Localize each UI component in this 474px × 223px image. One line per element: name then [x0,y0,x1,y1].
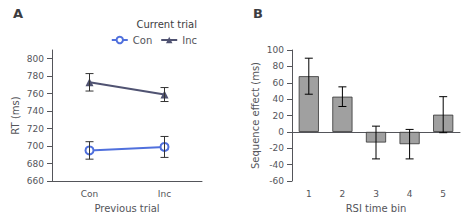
svg-text:Con: Con [133,35,152,46]
svg-text:660: 660 [27,176,44,186]
svg-text:-60: -60 [269,176,284,186]
svg-text:740: 740 [27,106,44,116]
svg-text:80: 80 [273,61,285,71]
svg-text:700: 700 [27,141,44,151]
svg-text:B: B [253,6,263,21]
svg-text:RT (ms): RT (ms) [10,96,21,134]
svg-text:0: 0 [278,127,284,137]
svg-text:680: 680 [27,159,44,169]
svg-text:1: 1 [306,189,312,199]
svg-text:A: A [13,6,23,21]
svg-text:-20: -20 [269,143,284,153]
svg-text:5: 5 [440,189,446,199]
svg-text:Sequence effect (ms): Sequence effect (ms) [250,62,261,169]
svg-text:3: 3 [373,189,379,199]
svg-text:720: 720 [27,124,44,134]
svg-text:800: 800 [27,54,44,64]
svg-text:Inc: Inc [158,189,171,199]
svg-text:40: 40 [273,94,285,104]
svg-text:60: 60 [273,78,285,88]
svg-text:Previous trial: Previous trial [94,203,159,214]
svg-text:100: 100 [267,45,284,55]
svg-text:20: 20 [273,111,285,121]
svg-text:760: 760 [27,89,44,99]
svg-text:Con: Con [81,189,99,199]
svg-text:RSI time bin: RSI time bin [346,203,407,214]
svg-text:Inc: Inc [182,35,197,46]
svg-text:780: 780 [27,71,44,81]
svg-text:4: 4 [407,189,413,199]
svg-text:-40: -40 [269,160,284,170]
svg-text:Current trial: Current trial [137,19,197,30]
svg-text:2: 2 [340,189,346,199]
